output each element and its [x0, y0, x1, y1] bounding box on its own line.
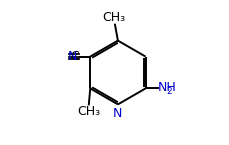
Text: CH₃: CH₃: [77, 105, 100, 118]
Text: 2: 2: [166, 87, 172, 96]
Text: N: N: [68, 50, 77, 63]
Text: CH₃: CH₃: [101, 11, 125, 24]
Text: N: N: [113, 107, 122, 120]
Text: C: C: [70, 50, 79, 63]
Text: NH: NH: [158, 81, 176, 94]
